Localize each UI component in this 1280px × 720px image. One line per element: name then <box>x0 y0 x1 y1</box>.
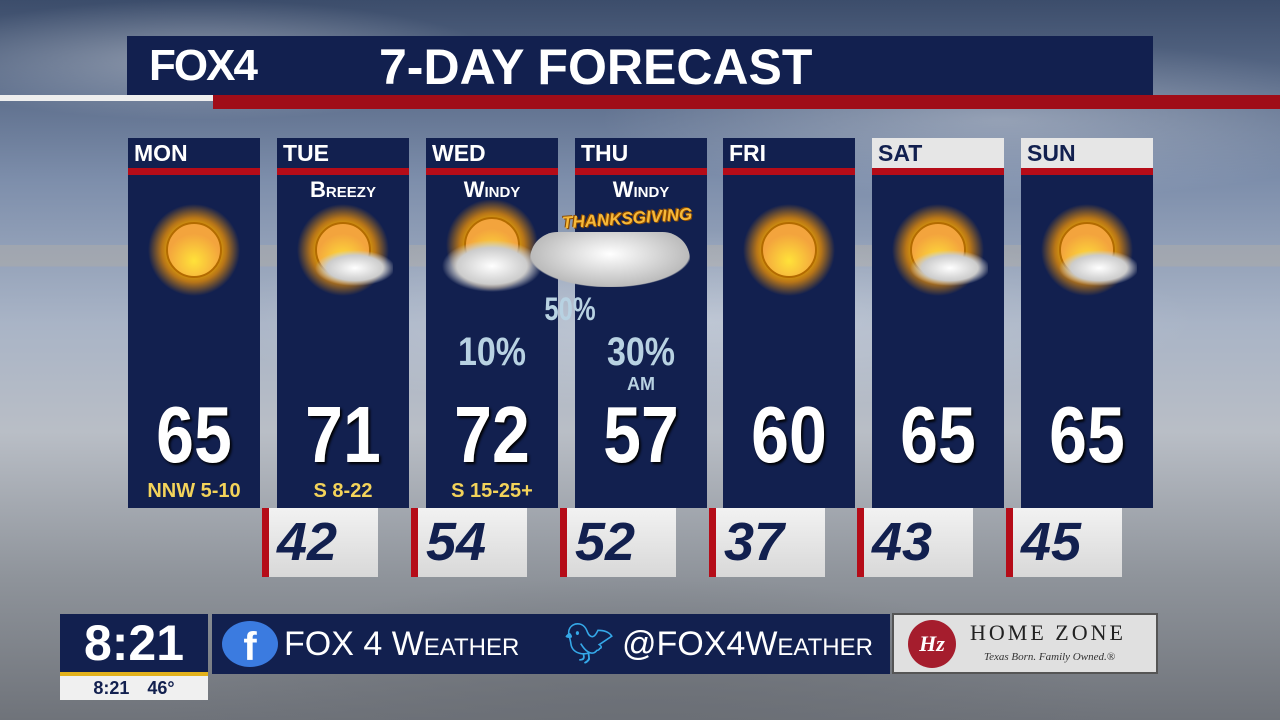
high-temp: 65 <box>1049 390 1125 479</box>
home-zone-logo: Hz <box>908 620 956 668</box>
day-label: SAT <box>872 138 1004 168</box>
sponsor-tagline: Texas Born. Family Owned.® <box>984 651 1116 663</box>
wind: S 15-25+ <box>451 480 533 502</box>
partly-cloudy-icon <box>297 204 393 296</box>
rain-cloud-icon <box>530 232 690 287</box>
condition: Windy <box>612 177 670 202</box>
high-temp: 71 <box>305 390 381 479</box>
low-temp: 45 <box>1006 508 1122 577</box>
day-column-thu: THU Windy 30% AM 57 <box>575 138 707 508</box>
facebook-icon: f <box>222 621 278 669</box>
sunny-icon <box>743 204 835 296</box>
facebook-handle: FOX 4 Weather <box>284 625 520 663</box>
time-temp: 8:21 46° <box>60 676 208 700</box>
low-temp: 54 <box>411 508 527 577</box>
day-label: WED <box>432 140 486 166</box>
clock: 8:21 <box>60 614 208 672</box>
sunny-icon <box>148 204 240 296</box>
day-column-sat: SAT 65 <box>872 138 1004 508</box>
divider <box>0 95 213 101</box>
high-temp: 57 <box>603 390 679 479</box>
day-label: MON <box>134 140 188 166</box>
precip-chance: 10% <box>457 330 527 374</box>
page-title: 7-DAY FORECAST <box>379 39 813 95</box>
partly-cloudy-icon <box>1041 204 1137 296</box>
day-column-mon: MON 65 NNW 5-10 <box>128 138 260 508</box>
low-temp: 42 <box>262 508 378 577</box>
precip-note: AM <box>627 374 655 394</box>
precip-chance: 30% <box>606 330 676 374</box>
sponsor-name: HOME ZONE <box>970 620 1126 645</box>
divider <box>213 95 1280 109</box>
condition: Windy <box>463 177 521 202</box>
high-temp: 65 <box>900 390 976 479</box>
wind: NNW 5-10 <box>147 480 241 502</box>
high-temp: 72 <box>454 390 530 479</box>
social-bar: f FOX 4 Weather 🐦︎ @FOX4Weather <box>212 614 890 674</box>
day-column-sun: SUN 65 <box>1021 138 1153 508</box>
day-column-fri: FRI 60 <box>723 138 855 508</box>
day-label: SUN <box>1021 138 1153 168</box>
partly-cloudy-icon <box>892 204 988 296</box>
time: 8:21 <box>93 678 130 698</box>
wind: S 8-22 <box>313 480 373 502</box>
high-temp: 65 <box>156 390 232 479</box>
condition: Breezy <box>310 177 376 202</box>
day-label: THU <box>581 140 629 166</box>
sponsor-box: Hz HOME ZONE Texas Born. Family Owned.® <box>892 613 1158 674</box>
day-column-wed: WED Windy 10% 72 S 15-25+ <box>426 138 558 508</box>
day-label: TUE <box>283 140 329 166</box>
current-temp: 46° <box>147 678 175 698</box>
low-temp: 43 <box>857 508 973 577</box>
day-label: FRI <box>729 140 767 166</box>
mostly-cloudy-icon <box>442 200 542 292</box>
title-bar: FOX4 7-DAY FORECAST <box>127 36 1153 95</box>
high-temp: 60 <box>751 390 827 479</box>
clock-box: 8:21 8:21 46° <box>60 614 208 700</box>
overnight-precip: 50% <box>544 291 596 327</box>
low-temp: 37 <box>709 508 825 577</box>
day-column-tue: TUE Breezy 71 S 8-22 <box>277 138 409 508</box>
fox4-logo: FOX4 <box>149 41 258 90</box>
low-temp: 52 <box>560 508 676 577</box>
twitter-handle: @FOX4Weather <box>622 625 873 663</box>
twitter-icon: 🐦︎ <box>564 622 615 666</box>
